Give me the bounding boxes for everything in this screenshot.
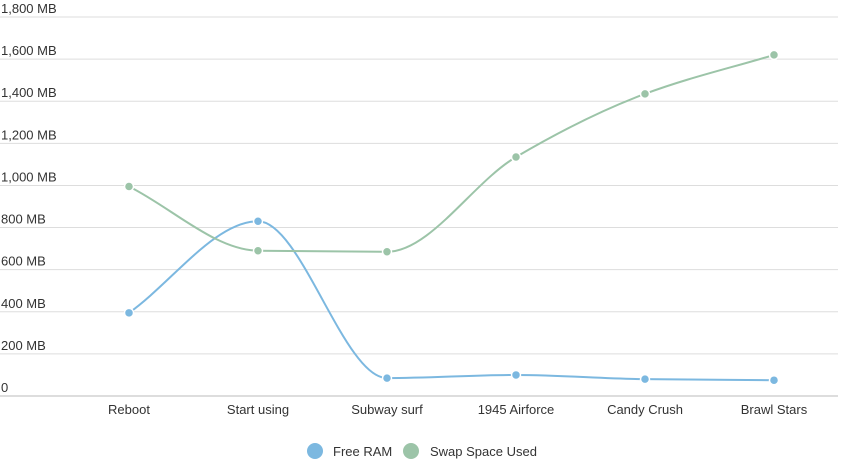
data-point-swap-space-used[interactable] <box>123 181 135 192</box>
data-point-swap-space-used[interactable] <box>768 49 780 61</box>
series-line-free-ram <box>128 220 775 382</box>
y-tick-label: 1,200 MB <box>1 127 57 142</box>
y-tick-label: 1,800 MB <box>1 1 57 16</box>
data-point-swap-space-used[interactable] <box>252 245 264 256</box>
legend-item-swap-space-used[interactable]: Swap Space Used <box>403 443 537 459</box>
data-point-free-ram[interactable] <box>510 369 522 381</box>
data-point-free-ram[interactable] <box>768 374 780 386</box>
data-point-swap-space-used[interactable] <box>381 246 393 258</box>
data-point-free-ram[interactable] <box>252 215 264 227</box>
x-tick-label: 1945 Airforce <box>478 402 555 417</box>
x-tick-label: Brawl Stars <box>741 402 808 417</box>
y-tick-label: 600 MB <box>1 254 46 269</box>
series-layer <box>123 49 780 386</box>
y-tick-label: 1,400 MB <box>1 85 57 100</box>
y-tick-label: 800 MB <box>1 212 46 227</box>
series-line-swap-space-used <box>128 53 775 253</box>
y-tick-label: 1,600 MB <box>1 43 57 58</box>
x-tick-label: Subway surf <box>351 402 423 417</box>
x-tick-label: Start using <box>227 402 289 417</box>
legend-label-free-ram: Free RAM <box>333 444 392 459</box>
data-point-free-ram[interactable] <box>639 373 651 385</box>
data-point-swap-space-used[interactable] <box>639 88 651 100</box>
grid-layer <box>0 16 838 397</box>
x-tick-label: Candy Crush <box>607 402 683 417</box>
data-point-swap-space-used[interactable] <box>510 151 522 163</box>
y-tick-label: 200 MB <box>1 338 46 353</box>
y-tick-label: 0 <box>1 380 8 395</box>
y-tick-label: 1,000 MB <box>1 169 57 184</box>
x-tick-label: Reboot <box>108 402 150 417</box>
y-axis-labels: 0 200 MB 400 MB 600 MB 800 MB 1,000 MB 1,200 M… <box>1 1 57 395</box>
y-tick-label: 400 MB <box>1 296 46 311</box>
legend-item-free-ram[interactable]: Free RAM <box>307 443 392 459</box>
legend-marker-free-ram <box>307 443 323 459</box>
legend: Free RAM Swap Space Used <box>307 443 537 459</box>
legend-label-swap-space-used: Swap Space Used <box>430 444 537 459</box>
data-point-free-ram[interactable] <box>381 372 393 384</box>
data-point-free-ram[interactable] <box>123 307 135 319</box>
legend-marker-swap-space-used <box>403 443 419 459</box>
x-axis-labels: Reboot Start using Subway surf 1945 Airforc… <box>108 402 808 417</box>
